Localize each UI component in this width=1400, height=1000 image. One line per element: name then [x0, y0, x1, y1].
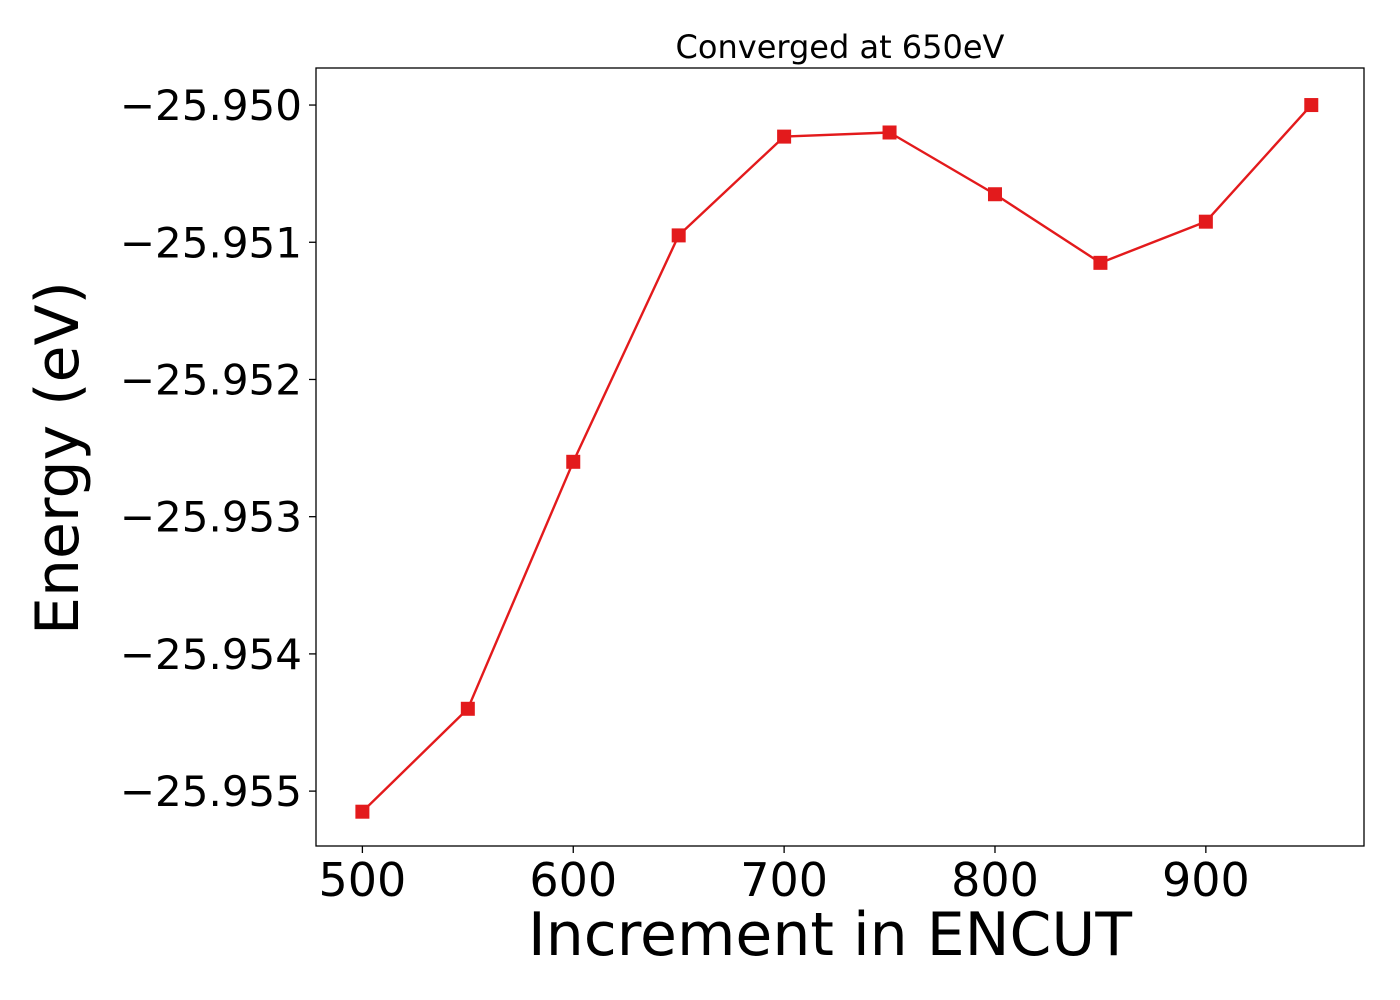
y-tick-label: −25.950	[120, 81, 302, 130]
y-tick-label: −25.954	[120, 630, 302, 679]
data-point-marker	[882, 125, 897, 140]
y-tick-label: −25.952	[120, 355, 302, 404]
x-tick-label: 800	[951, 853, 1039, 907]
x-tick-label: 500	[318, 853, 406, 907]
data-point-marker	[1093, 255, 1108, 270]
data-point-marker	[777, 129, 792, 144]
x-tick-label: 600	[529, 853, 617, 907]
y-tick-label: −25.953	[120, 493, 302, 542]
y-axis-ticks: −25.950 −25.951 −25.952 −25.953 −25.954 −25.9…	[120, 81, 316, 816]
y-tick-label: −25.955	[120, 767, 302, 816]
y-axis-label: Energy (eV)	[23, 281, 93, 635]
series-line	[361, 104, 1313, 813]
data-point-marker	[460, 701, 475, 716]
plot-area	[355, 98, 1319, 819]
data-point-marker	[671, 228, 686, 243]
data-point-marker	[566, 454, 581, 469]
data-point-marker	[987, 187, 1002, 202]
chart-title: Converged at 650eV	[676, 28, 1005, 66]
y-tick-label: −25.951	[120, 218, 302, 267]
data-point-marker	[1304, 98, 1319, 113]
data-point-marker	[355, 804, 370, 819]
plot-frame	[315, 67, 1365, 847]
data-point-marker	[1198, 214, 1213, 229]
x-axis-ticks: 500 600 700 800 900	[318, 846, 1250, 907]
x-axis-label: Increment in ENCUT	[528, 900, 1132, 970]
x-tick-label: 900	[1162, 853, 1250, 907]
x-tick-label: 700	[740, 853, 828, 907]
